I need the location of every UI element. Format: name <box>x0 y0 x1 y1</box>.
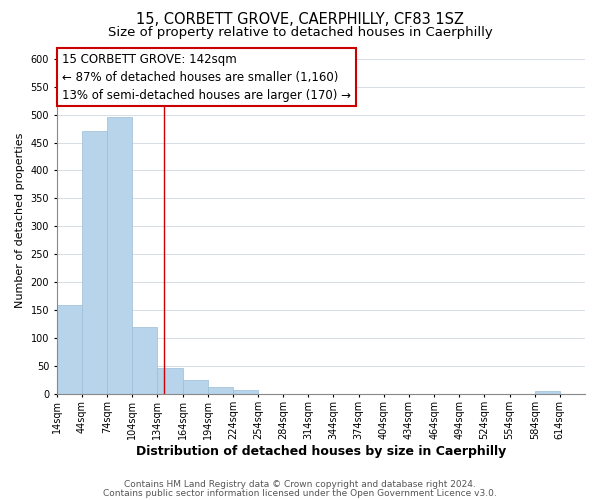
Bar <box>157 368 182 394</box>
Bar <box>535 391 560 394</box>
Text: 15 CORBETT GROVE: 142sqm
← 87% of detached houses are smaller (1,160)
13% of sem: 15 CORBETT GROVE: 142sqm ← 87% of detach… <box>62 52 351 102</box>
Text: Size of property relative to detached houses in Caerphilly: Size of property relative to detached ho… <box>107 26 493 39</box>
Text: Contains HM Land Registry data © Crown copyright and database right 2024.: Contains HM Land Registry data © Crown c… <box>124 480 476 489</box>
Bar <box>107 118 132 394</box>
Y-axis label: Number of detached properties: Number of detached properties <box>15 133 25 308</box>
X-axis label: Distribution of detached houses by size in Caerphilly: Distribution of detached houses by size … <box>136 444 506 458</box>
Bar <box>182 380 208 394</box>
Bar <box>82 132 107 394</box>
Bar <box>233 390 258 394</box>
Text: Contains public sector information licensed under the Open Government Licence v3: Contains public sector information licen… <box>103 489 497 498</box>
Bar <box>132 327 157 394</box>
Text: 15, CORBETT GROVE, CAERPHILLY, CF83 1SZ: 15, CORBETT GROVE, CAERPHILLY, CF83 1SZ <box>136 12 464 28</box>
Bar <box>208 386 233 394</box>
Bar <box>57 304 82 394</box>
